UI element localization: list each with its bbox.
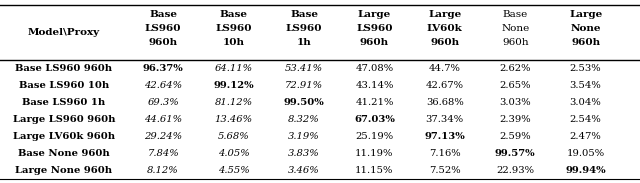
Text: Base: Base xyxy=(502,10,528,19)
Text: 2.53%: 2.53% xyxy=(570,64,602,73)
Text: Large None 960h: Large None 960h xyxy=(15,166,113,175)
Text: 81.12%: 81.12% xyxy=(214,98,253,107)
Text: 7.16%: 7.16% xyxy=(429,149,461,158)
Text: Large: Large xyxy=(428,10,461,19)
Text: 960h: 960h xyxy=(571,38,600,47)
Text: 7.84%: 7.84% xyxy=(147,149,179,158)
Text: 10h: 10h xyxy=(223,38,244,47)
Text: 72.91%: 72.91% xyxy=(285,81,323,90)
Text: 42.64%: 42.64% xyxy=(144,81,182,90)
Text: None: None xyxy=(570,24,601,33)
Text: 5.68%: 5.68% xyxy=(218,132,250,141)
Text: 11.19%: 11.19% xyxy=(355,149,394,158)
Text: 960h: 960h xyxy=(148,38,178,47)
Text: 2.39%: 2.39% xyxy=(499,115,531,124)
Text: None: None xyxy=(501,24,529,33)
Text: 36.68%: 36.68% xyxy=(426,98,463,107)
Text: 8.32%: 8.32% xyxy=(288,115,320,124)
Text: 96.37%: 96.37% xyxy=(143,64,184,73)
Text: 64.11%: 64.11% xyxy=(214,64,253,73)
Text: 53.41%: 53.41% xyxy=(285,64,323,73)
Text: 4.05%: 4.05% xyxy=(218,149,250,158)
Text: Large: Large xyxy=(358,10,391,19)
Text: 7.52%: 7.52% xyxy=(429,166,461,175)
Text: Large LS960 960h: Large LS960 960h xyxy=(13,115,115,124)
Text: Large LV60k 960h: Large LV60k 960h xyxy=(13,132,115,141)
Text: 19.05%: 19.05% xyxy=(566,149,605,158)
Text: Base: Base xyxy=(220,10,248,19)
Text: 960h: 960h xyxy=(502,38,529,47)
Text: 2.47%: 2.47% xyxy=(570,132,602,141)
Text: 67.03%: 67.03% xyxy=(354,115,395,124)
Text: 2.54%: 2.54% xyxy=(570,115,602,124)
Text: LV60k: LV60k xyxy=(427,24,463,33)
Text: Large: Large xyxy=(569,10,602,19)
Text: 2.59%: 2.59% xyxy=(499,132,531,141)
Text: Base LS960 960h: Base LS960 960h xyxy=(15,64,113,73)
Text: LS960: LS960 xyxy=(285,24,323,33)
Text: 44.7%: 44.7% xyxy=(429,64,461,73)
Text: 1h: 1h xyxy=(296,38,312,47)
Text: LS960: LS960 xyxy=(356,24,393,33)
Text: 3.03%: 3.03% xyxy=(499,98,531,107)
Text: 960h: 960h xyxy=(430,38,460,47)
Text: 99.57%: 99.57% xyxy=(495,149,536,158)
Text: Model\Proxy: Model\Proxy xyxy=(28,28,100,37)
Text: 99.12%: 99.12% xyxy=(213,81,254,90)
Text: 3.19%: 3.19% xyxy=(288,132,320,141)
Text: 2.65%: 2.65% xyxy=(499,81,531,90)
Text: 99.50%: 99.50% xyxy=(284,98,324,107)
Text: 99.94%: 99.94% xyxy=(565,166,606,175)
Text: 47.08%: 47.08% xyxy=(355,64,394,73)
Text: Base LS960 1h: Base LS960 1h xyxy=(22,98,106,107)
Text: 960h: 960h xyxy=(360,38,389,47)
Text: 37.34%: 37.34% xyxy=(426,115,464,124)
Text: 69.3%: 69.3% xyxy=(147,98,179,107)
Text: Base LS960 10h: Base LS960 10h xyxy=(19,81,109,90)
Text: 3.83%: 3.83% xyxy=(288,149,320,158)
Text: LS960: LS960 xyxy=(145,24,182,33)
Text: Base: Base xyxy=(149,10,177,19)
Text: 42.67%: 42.67% xyxy=(426,81,464,90)
Text: 3.04%: 3.04% xyxy=(570,98,602,107)
Text: 43.14%: 43.14% xyxy=(355,81,394,90)
Text: 13.46%: 13.46% xyxy=(214,115,253,124)
Text: 44.61%: 44.61% xyxy=(144,115,182,124)
Text: 4.55%: 4.55% xyxy=(218,166,250,175)
Text: 3.46%: 3.46% xyxy=(288,166,320,175)
Text: 97.13%: 97.13% xyxy=(424,132,465,141)
Text: 29.24%: 29.24% xyxy=(144,132,182,141)
Text: 8.12%: 8.12% xyxy=(147,166,179,175)
Text: LS960: LS960 xyxy=(215,24,252,33)
Text: 11.15%: 11.15% xyxy=(355,166,394,175)
Text: 22.93%: 22.93% xyxy=(496,166,534,175)
Text: Base: Base xyxy=(290,10,318,19)
Text: 3.54%: 3.54% xyxy=(570,81,602,90)
Text: 25.19%: 25.19% xyxy=(355,132,394,141)
Text: Base None 960h: Base None 960h xyxy=(18,149,110,158)
Text: 41.21%: 41.21% xyxy=(355,98,394,107)
Text: 2.62%: 2.62% xyxy=(499,64,531,73)
